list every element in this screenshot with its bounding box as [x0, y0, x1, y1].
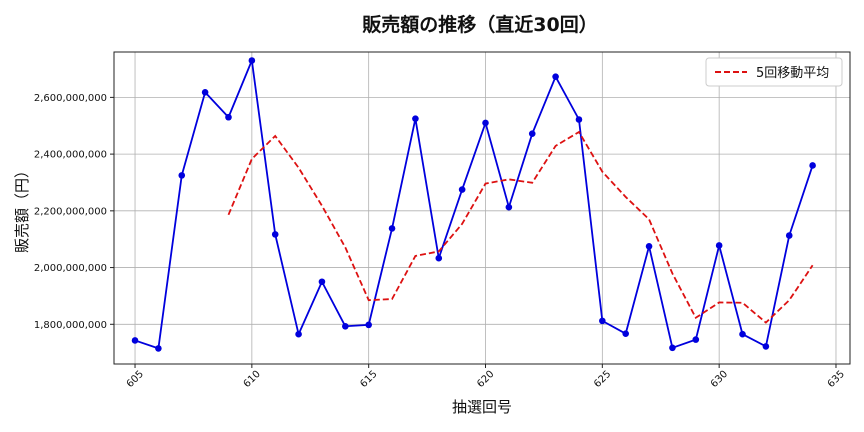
x-tick-label: 620: [475, 369, 496, 390]
data-point: [178, 172, 186, 179]
plot-area-frame: [113, 51, 851, 365]
series-layer: [131, 57, 816, 352]
y-axis-label: 販売額（円）: [13, 163, 31, 253]
chart-title: 販売額の推移（直近30回）: [362, 13, 597, 36]
data-point: [528, 130, 536, 137]
data-point: [271, 231, 279, 238]
y-tick-label: 2,400,000,000: [34, 150, 107, 161]
data-point: [669, 344, 676, 352]
data-point: [435, 254, 443, 262]
legend-label-moving-average: 5回移動平均: [756, 66, 829, 81]
data-point: [645, 242, 653, 250]
data-point: [622, 330, 629, 337]
x-tick-label: 635: [826, 369, 847, 390]
data-point: [201, 88, 209, 96]
data-point: [552, 73, 559, 80]
data-point: [692, 336, 700, 343]
x-tick-label: 605: [125, 369, 146, 390]
y-axis-ticks: 1,800,000,000 2,000,000,000 2,200,000,000 2…: [34, 93, 114, 331]
data-point: [575, 116, 583, 123]
data-point: [365, 321, 372, 329]
data-point: [809, 162, 816, 169]
data-point: [715, 242, 723, 249]
data-point: [295, 330, 302, 338]
data-point: [505, 203, 513, 211]
data-point: [131, 337, 139, 344]
x-tick-label: 625: [592, 369, 613, 390]
x-tick-label: 615: [358, 369, 379, 390]
data-point: [318, 278, 326, 286]
data-point: [785, 232, 793, 239]
data-point: [599, 317, 606, 325]
data-point: [342, 322, 349, 330]
data-point: [225, 113, 232, 121]
data-point: [762, 343, 770, 350]
series-line-sales: [134, 59, 814, 350]
grid-lines: [114, 52, 850, 364]
data-point: [248, 57, 256, 64]
y-tick-label: 2,000,000,000: [34, 263, 107, 274]
data-point: [412, 115, 419, 122]
legend-box: [705, 57, 843, 87]
x-tick-label: 630: [709, 369, 730, 390]
series-line-moving-average: [227, 130, 814, 324]
x-tick-label: 610: [242, 369, 263, 390]
y-tick-label: 2,200,000,000: [34, 206, 107, 217]
y-tick-label: 2,600,000,000: [34, 93, 107, 104]
data-point: [482, 119, 489, 127]
data-point: [458, 186, 466, 193]
y-tick-label: 1,800,000,000: [34, 320, 107, 331]
x-axis-label: 抽選回号: [452, 398, 512, 416]
legend: 5回移動平均: [705, 57, 843, 87]
x-axis-ticks: 605 610 615 620 625 630 635: [125, 364, 847, 390]
data-point: [155, 345, 162, 352]
data-point: [739, 330, 746, 338]
data-point: [388, 225, 396, 232]
